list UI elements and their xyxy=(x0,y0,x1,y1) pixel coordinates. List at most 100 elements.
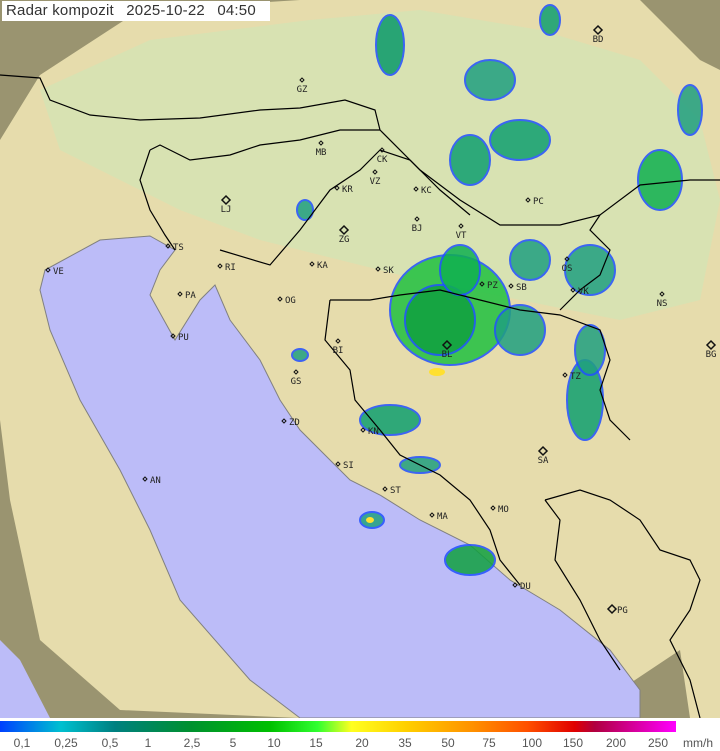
city-label: ST xyxy=(390,486,401,496)
city-diamond-icon xyxy=(606,603,618,615)
radar-echo xyxy=(509,239,551,281)
city-ns[interactable]: NS xyxy=(657,291,668,309)
city-pg[interactable]: PG xyxy=(606,603,628,616)
city-st[interactable]: ST xyxy=(382,486,401,496)
city-og[interactable]: OG xyxy=(277,296,296,306)
city-diamond-icon xyxy=(379,147,385,153)
city-vt[interactable]: VT xyxy=(456,223,467,241)
radar-echo xyxy=(464,59,516,101)
city-diamond-icon xyxy=(508,283,514,289)
city-diamond-icon xyxy=(335,338,341,344)
radar-echo xyxy=(489,119,551,161)
city-ts[interactable]: TS xyxy=(165,243,184,253)
city-pa[interactable]: PA xyxy=(177,291,196,301)
city-diamond-icon xyxy=(165,243,171,249)
city-zd[interactable]: ZD xyxy=(281,418,300,428)
city-lj[interactable]: LJ xyxy=(221,194,232,215)
radar-echo xyxy=(449,134,491,186)
city-sk[interactable]: SK xyxy=(375,266,394,276)
city-mo[interactable]: MO xyxy=(490,505,509,515)
city-label: VK xyxy=(578,287,589,297)
radar-echoes xyxy=(291,4,703,576)
legend-tick: 0,1 xyxy=(13,736,31,750)
city-diamond-icon xyxy=(334,185,340,191)
radar-echo xyxy=(637,149,683,211)
city-diamond-icon xyxy=(318,140,324,146)
city-sa[interactable]: SA xyxy=(538,445,549,466)
city-sb[interactable]: SB xyxy=(508,283,527,293)
city-an[interactable]: AN xyxy=(142,476,161,486)
city-diamond-icon xyxy=(217,263,223,269)
city-kc[interactable]: KC xyxy=(413,186,432,196)
city-label: PZ xyxy=(487,281,498,291)
legend-tick: 200 xyxy=(605,736,627,750)
city-label: BL xyxy=(442,350,453,360)
city-diamond-icon xyxy=(705,339,717,351)
radar-echo xyxy=(494,304,546,356)
city-label: GS xyxy=(291,377,302,387)
city-bl[interactable]: BL xyxy=(442,339,453,360)
city-label: LJ xyxy=(221,205,232,215)
city-label: TZ xyxy=(570,372,581,382)
city-label: KN xyxy=(368,427,379,437)
city-diamond-icon xyxy=(45,267,51,273)
city-mb[interactable]: MB xyxy=(316,140,327,158)
city-diamond-icon xyxy=(299,77,305,83)
city-diamond-icon xyxy=(309,261,315,267)
city-label: MB xyxy=(316,148,327,158)
city-bj[interactable]: BJ xyxy=(412,216,423,234)
city-ma[interactable]: MA xyxy=(429,512,448,522)
legend-tick: 50 xyxy=(441,736,455,750)
city-tz[interactable]: TZ xyxy=(562,372,581,382)
city-bd[interactable]: BD xyxy=(592,24,604,45)
city-diamond-icon xyxy=(458,223,464,229)
radar-echo xyxy=(574,324,606,376)
city-label: PG xyxy=(617,606,628,616)
city-diamond-icon xyxy=(142,476,148,482)
city-bg[interactable]: BG xyxy=(705,339,717,360)
city-du[interactable]: DU xyxy=(512,582,531,592)
city-diamond-icon xyxy=(479,281,485,287)
country-borders xyxy=(0,74,720,718)
city-zg[interactable]: ZG xyxy=(339,224,350,245)
city-pu[interactable]: PU xyxy=(170,333,189,343)
city-vk[interactable]: VK xyxy=(570,287,589,297)
city-kn[interactable]: KN xyxy=(360,427,379,437)
city-diamond-icon xyxy=(592,24,604,36)
city-label: OS xyxy=(562,264,573,274)
city-ck[interactable]: CK xyxy=(377,147,388,165)
city-label: MA xyxy=(437,512,448,522)
city-label: CK xyxy=(377,155,388,165)
city-label: NS xyxy=(657,299,668,309)
title-text: Radar kompozit xyxy=(6,2,114,19)
title-time: 04:50 xyxy=(217,2,256,19)
city-pc[interactable]: PC xyxy=(525,197,544,207)
city-diamond-icon xyxy=(382,486,388,492)
city-os[interactable]: OS xyxy=(562,256,573,274)
city-label: GZ xyxy=(297,85,308,95)
city-vz[interactable]: VZ xyxy=(370,169,381,187)
city-bi[interactable]: BI xyxy=(333,338,344,356)
city-label: VT xyxy=(456,231,467,241)
city-ri[interactable]: RI xyxy=(217,263,236,273)
legend-tick: 2,5 xyxy=(183,736,201,750)
city-label: SA xyxy=(538,456,549,466)
legend-tick: 15 xyxy=(309,736,323,750)
city-pz[interactable]: PZ xyxy=(479,281,498,291)
city-label: BD xyxy=(593,35,604,45)
legend-tick: 100 xyxy=(521,736,543,750)
legend-tick: 0,25 xyxy=(54,736,78,750)
city-diamond-icon xyxy=(562,372,568,378)
city-diamond-icon xyxy=(293,369,299,375)
city-si[interactable]: SI xyxy=(335,461,354,471)
legend-tick: 250 xyxy=(647,736,669,750)
city-ka[interactable]: KA xyxy=(309,261,328,271)
city-gs[interactable]: GS xyxy=(291,369,302,387)
city-label: TS xyxy=(173,243,184,253)
radar-map[interactable]: GZ BD MB CK VZ KR KC PC LJ ZG BJ VT TS VE RI KA SK OS NS PA… xyxy=(0,0,720,718)
city-label: SI xyxy=(343,461,354,471)
city-kr[interactable]: KR xyxy=(334,185,353,195)
radar-echo xyxy=(564,244,616,296)
city-gz[interactable]: GZ xyxy=(297,77,308,95)
city-ve[interactable]: VE xyxy=(45,267,64,277)
